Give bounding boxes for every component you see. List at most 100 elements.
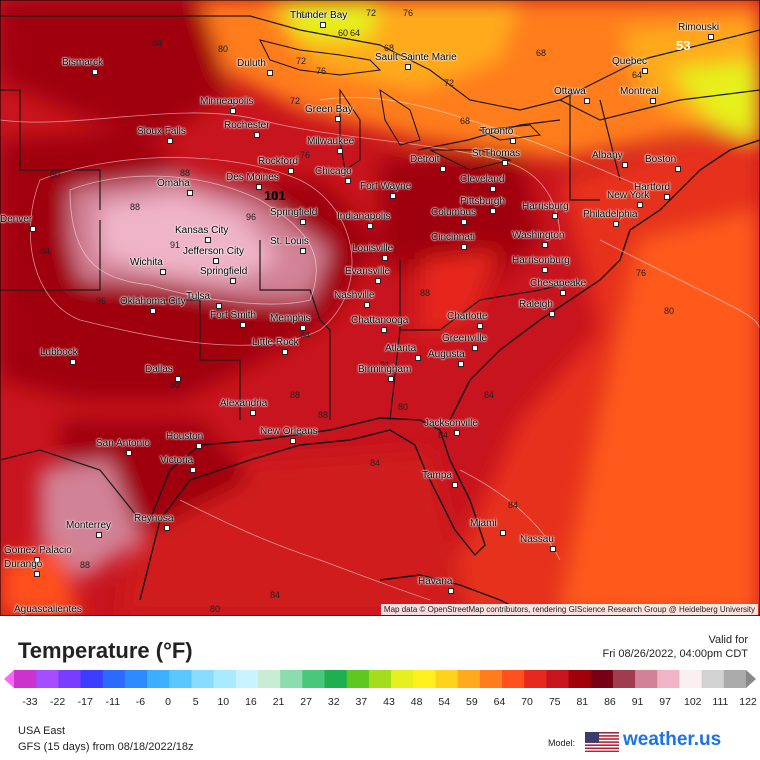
city-marker-icon: [282, 349, 288, 355]
city-marker-icon: [345, 178, 351, 184]
isotherm-value: 72: [444, 78, 455, 88]
city-marker-icon: [510, 138, 516, 144]
isotherm-value: 80: [218, 44, 229, 54]
city-name: Durango: [4, 559, 43, 570]
scale-swatch: [147, 670, 170, 688]
isotherm-value: 68: [384, 43, 395, 53]
city-name: Indianapolis: [337, 211, 391, 222]
city-name: Montreal: [620, 86, 659, 97]
city-marker-icon: [250, 410, 256, 416]
city-marker-icon: [320, 22, 326, 28]
temperature-field: [0, 0, 760, 616]
scale-swatch: [479, 670, 503, 688]
map-attribution[interactable]: Map data © OpenStreetMap contributors, r…: [380, 604, 758, 615]
city-name: Green Bay: [305, 104, 353, 115]
city-name: Lubbock: [40, 347, 78, 358]
city-name: Oklahoma City: [120, 296, 186, 307]
scale-tick-label: 75: [548, 696, 561, 708]
city-name: Houston: [166, 431, 204, 442]
scale-tick-label: 64: [493, 696, 506, 708]
scale-tick-label: 111: [712, 696, 729, 708]
isotherm-value: 80: [170, 380, 181, 390]
isotherm-value: 76: [316, 66, 327, 76]
isotherm-value: 76: [367, 364, 378, 374]
city-name: Evansville: [345, 266, 391, 277]
city-marker-icon: [500, 530, 506, 536]
city-name: Atlanta: [385, 343, 417, 354]
city-name: Detroit: [410, 154, 440, 165]
isotherm-value: 80: [664, 306, 675, 316]
city-name: Chesapeake: [530, 278, 587, 289]
city-marker-icon: [448, 588, 454, 594]
scale-tick-label: -33: [22, 696, 38, 708]
isotherm-value: 84: [508, 500, 519, 510]
city-marker-icon: [364, 302, 370, 308]
scale-tick-label: 16: [245, 696, 257, 708]
isotherm-value: 101: [264, 188, 286, 203]
isotherm-value: 76: [403, 8, 414, 18]
scale-tick-label: 5: [192, 696, 199, 708]
city-marker-icon: [240, 322, 246, 328]
city-name: Louisville: [352, 243, 394, 254]
weather-us-logo[interactable]: weather.us: [623, 729, 722, 750]
scale-tick-label: -11: [105, 696, 121, 708]
city-name: Greenville: [442, 333, 488, 344]
scale-tick-label: -17: [77, 696, 93, 708]
city-marker-icon: [458, 361, 464, 367]
city-name: Gomez Palacio: [4, 545, 72, 556]
city-name: Nashville: [334, 290, 375, 301]
scale-tick-label: -22: [50, 696, 66, 708]
city-marker-icon: [490, 208, 496, 214]
isotherm-value: 84: [438, 430, 449, 440]
city-name: Tampa: [422, 470, 453, 481]
city-marker-icon: [375, 278, 381, 284]
isotherm-value: 84: [484, 390, 495, 400]
isotherm-value: 88: [80, 560, 91, 570]
city-name: Raleigh: [519, 299, 553, 310]
city-marker-icon: [290, 438, 296, 444]
isotherm-value: 72: [366, 8, 377, 18]
city-name: Des Moines: [226, 172, 279, 183]
city-name: Rockford: [258, 156, 299, 167]
isotherm-value: 80: [398, 402, 409, 412]
scale-swatch: [280, 670, 303, 688]
scale-swatch: [612, 670, 636, 688]
city-name: Memphis: [270, 313, 311, 324]
city-name: Minneapolis: [200, 96, 254, 107]
city-name: Wichita: [130, 257, 163, 268]
city-name: Fort Smith: [210, 310, 257, 321]
city-name: Charlotte: [447, 311, 488, 322]
isotherm-value: 64: [300, 10, 311, 20]
city-name: Reynosa: [134, 513, 174, 524]
city-marker-icon: [288, 168, 294, 174]
city-name: San Antonio: [96, 438, 150, 449]
city-name: New York: [607, 190, 650, 201]
city-marker-icon: [167, 138, 173, 144]
city-marker-icon: [664, 194, 670, 200]
city-marker-icon: [440, 166, 446, 172]
scale-swatch: [635, 670, 658, 688]
city-marker-icon: [542, 267, 548, 273]
weather-map[interactable]: 60 64 72 76 68 72 76 80 84 88 91 96 101 53 64 68 72 76 80 8…: [0, 0, 760, 616]
city-marker-icon: [552, 213, 558, 219]
isotherm-value: 80: [50, 170, 61, 180]
scale-swatch: [701, 670, 725, 688]
city-name: Havana: [418, 576, 453, 587]
city-marker-icon: [230, 108, 236, 114]
city-name: Fort Wayne: [360, 181, 412, 192]
scale-swatch: [679, 670, 703, 688]
city-marker-icon: [381, 327, 387, 333]
city-name: Springfield: [200, 266, 248, 277]
city-marker-icon: [126, 450, 132, 456]
city-name: Ottawa: [554, 86, 586, 97]
city-marker-icon: [213, 258, 219, 264]
scale-tick-label: 37: [355, 696, 368, 708]
isotherm-value: 84: [40, 246, 51, 256]
scale-tick-label: 10: [217, 696, 230, 708]
isotherm-value: 76: [300, 150, 311, 160]
isotherm-value: 88: [318, 410, 329, 420]
city-name: Jefferson City: [183, 246, 244, 257]
city-name: St Thomas: [472, 148, 521, 159]
city-marker-icon: [622, 162, 628, 168]
scale-swatch: [213, 670, 237, 688]
